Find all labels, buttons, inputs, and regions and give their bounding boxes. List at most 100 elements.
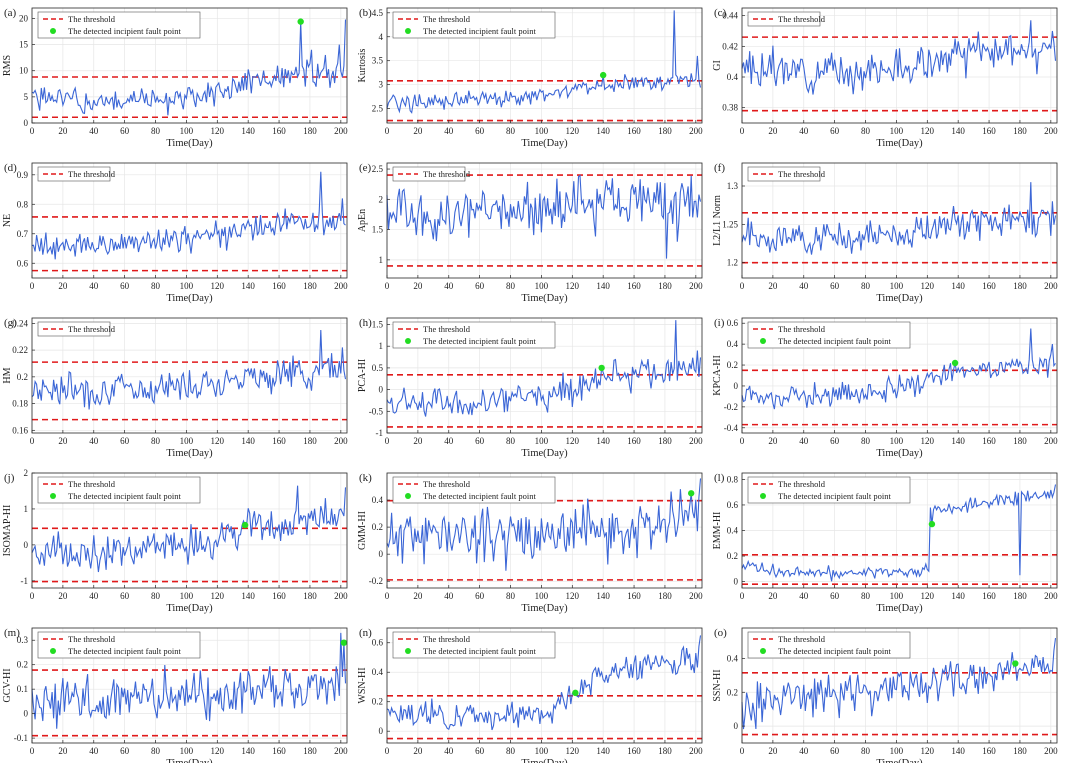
y-tick-label: 4.5 xyxy=(372,8,384,18)
hi-series-line xyxy=(386,635,702,731)
panel-a: 0 20 40 60 80 100 120 140 160 180 200 0 5 10 15 20 Time(… xyxy=(2,7,348,149)
y-tick-label: -0.2 xyxy=(369,576,383,586)
x-tick-label: 40 xyxy=(799,746,809,756)
x-tick-label: 180 xyxy=(658,436,672,446)
x-tick-label: 20 xyxy=(413,746,423,756)
x-axis-label: Time(Day) xyxy=(521,448,568,459)
fault-point-marker xyxy=(598,364,605,372)
x-tick-label: 180 xyxy=(1013,281,1027,291)
x-axis-label: Time(Day) xyxy=(166,293,213,304)
panel-label: (m) xyxy=(4,627,20,639)
y-tick-label: 3.5 xyxy=(372,56,384,66)
panel-label: (j) xyxy=(4,472,15,484)
y-tick-label: 0 xyxy=(379,549,384,559)
y-axis-label: ISOMAP-HI xyxy=(2,505,13,557)
legend-fault-swatch xyxy=(760,493,766,499)
y-axis-label: GCV-HI xyxy=(2,668,13,702)
x-tick-label: 80 xyxy=(506,436,516,446)
x-tick-label: 100 xyxy=(890,436,904,446)
y-tick-label: 0.2 xyxy=(727,360,738,370)
x-tick-label: 200 xyxy=(689,281,703,291)
x-tick-label: 200 xyxy=(334,746,348,756)
axes-box xyxy=(386,162,703,279)
hi-series-line xyxy=(386,320,702,417)
y-axis-label: EMM-HI xyxy=(712,512,723,550)
legend-box xyxy=(747,321,911,349)
x-tick-label: 160 xyxy=(272,436,286,446)
x-tick-label: 100 xyxy=(535,436,549,446)
fault-point-marker xyxy=(572,689,579,697)
y-tick-label: 0.8 xyxy=(727,474,739,484)
y-tick-label: 2.5 xyxy=(372,104,384,114)
y-tick-label: 4 xyxy=(379,32,384,42)
y-tick-label: 0.18 xyxy=(12,399,28,409)
y-tick-label: 0.2 xyxy=(17,372,28,382)
y-axis-label: L2/L1 Norm xyxy=(712,195,723,246)
x-tick-label: 20 xyxy=(413,126,423,136)
legend-threshold-label: The threshold xyxy=(68,479,116,489)
x-tick-label: 20 xyxy=(413,436,423,446)
legend-threshold-label: The threshold xyxy=(778,324,826,334)
legend-box xyxy=(37,321,111,337)
legend-threshold-label: The threshold xyxy=(778,169,826,179)
x-tick-label: 100 xyxy=(180,591,194,601)
x-tick-label: 20 xyxy=(768,591,778,601)
x-tick-label: 200 xyxy=(334,126,348,136)
x-tick-label: 120 xyxy=(921,746,935,756)
x-tick-label: 60 xyxy=(830,591,840,601)
x-axis-label: Time(Day) xyxy=(166,603,213,614)
legend-threshold-label: The threshold xyxy=(423,14,471,24)
x-tick-label: 140 xyxy=(951,591,965,601)
legend-box xyxy=(392,631,556,659)
axes-box xyxy=(386,627,703,744)
x-tick-label: 140 xyxy=(241,126,255,136)
y-axis-label: Kurtosis xyxy=(357,48,368,82)
y-tick-label: 0.6 xyxy=(727,500,739,510)
axes-box xyxy=(386,7,703,124)
legend-fault-swatch xyxy=(405,493,411,499)
legend-fault-swatch xyxy=(405,338,411,344)
hi-series-line xyxy=(741,20,1057,95)
x-tick-label: 80 xyxy=(861,746,871,756)
panel-label: (b) xyxy=(359,7,372,19)
x-tick-label: 0 xyxy=(385,436,390,446)
x-tick-label: 80 xyxy=(151,126,161,136)
x-tick-label: 100 xyxy=(890,281,904,291)
x-tick-label: 100 xyxy=(180,281,194,291)
x-axis-label: Time(Day) xyxy=(166,138,213,149)
y-tick-label: -0.5 xyxy=(369,406,384,416)
legend-box xyxy=(37,631,201,659)
x-tick-label: 120 xyxy=(921,436,935,446)
y-tick-label: -1 xyxy=(376,428,384,438)
x-tick-label: 120 xyxy=(566,436,580,446)
panel-label: (h) xyxy=(359,317,372,329)
x-tick-label: 160 xyxy=(982,591,996,601)
x-tick-label: 100 xyxy=(890,591,904,601)
y-axis-label: ApEn xyxy=(357,209,368,232)
axes-box xyxy=(386,317,703,434)
legend-box xyxy=(747,11,821,27)
x-tick-label: 80 xyxy=(151,281,161,291)
legend-threshold-label: The threshold xyxy=(778,479,826,489)
panel-label: (l) xyxy=(714,472,725,484)
x-tick-label: 60 xyxy=(475,281,485,291)
y-tick-label: 10 xyxy=(19,66,29,76)
x-tick-label: 60 xyxy=(475,126,485,136)
x-tick-label: 60 xyxy=(475,746,485,756)
x-tick-label: 180 xyxy=(303,591,317,601)
x-tick-label: 140 xyxy=(241,281,255,291)
x-tick-label: 40 xyxy=(444,281,454,291)
x-tick-label: 160 xyxy=(982,126,996,136)
y-tick-label: 0.2 xyxy=(372,697,383,707)
panel-label: (c) xyxy=(714,7,727,19)
x-tick-label: 120 xyxy=(566,746,580,756)
legend-box xyxy=(747,166,821,182)
x-tick-label: 180 xyxy=(303,436,317,446)
y-tick-label: 1.3 xyxy=(727,181,739,191)
x-tick-label: 160 xyxy=(627,436,641,446)
panel-m: 0 20 40 60 80 100 120 140 160 180 200-0.100.10.20.… xyxy=(2,627,348,763)
panel-label: (f) xyxy=(714,162,725,174)
x-axis-label: Time(Day) xyxy=(876,448,923,459)
x-tick-label: 160 xyxy=(272,746,286,756)
panel-b: 0 20 40 60 80 100 120 140 160 180 200 2.5 3 3.5 4 4.5 Ti… xyxy=(357,7,703,149)
